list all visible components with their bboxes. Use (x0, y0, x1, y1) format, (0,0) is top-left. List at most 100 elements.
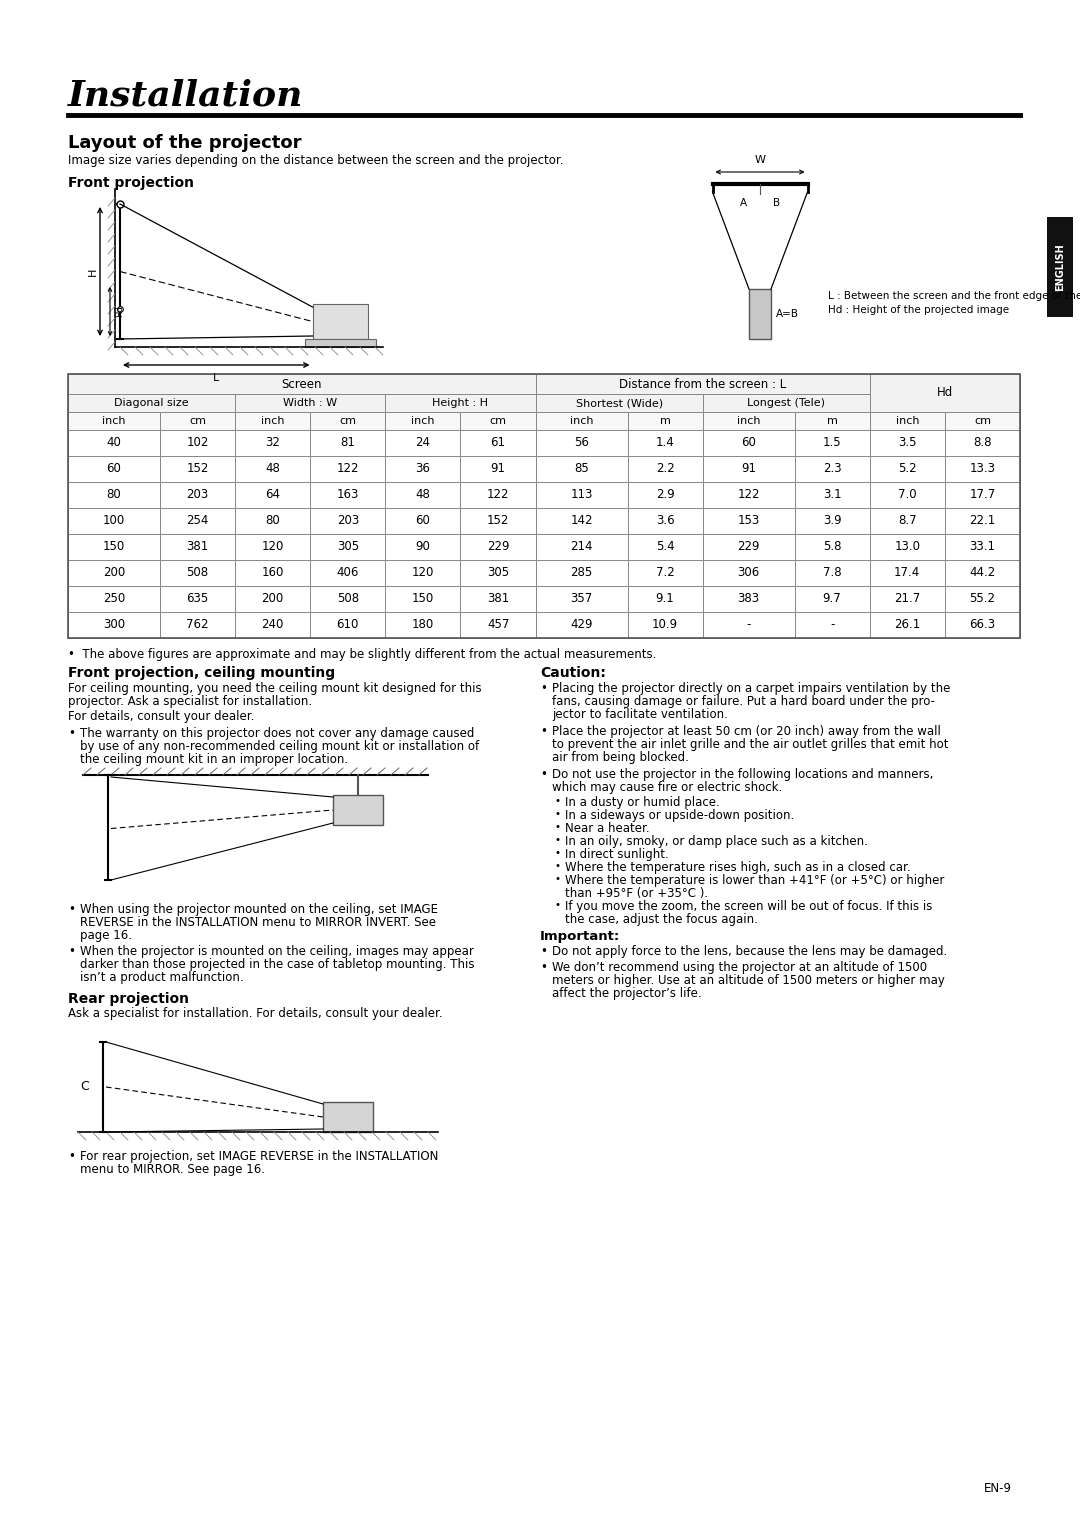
Text: which may cause fire or electric shock.: which may cause fire or electric shock. (552, 780, 782, 794)
Text: 17.7: 17.7 (969, 489, 996, 501)
Text: the ceiling mount kit in an improper location.: the ceiling mount kit in an improper loc… (80, 753, 348, 767)
Bar (386, 560, 460, 586)
Text: Hd : Height of the projected image: Hd : Height of the projected image (827, 305, 1009, 315)
Text: 3.5: 3.5 (897, 437, 917, 449)
Text: Height : H: Height : H (432, 399, 488, 408)
Text: 60: 60 (741, 437, 756, 449)
Text: 254: 254 (186, 515, 208, 527)
Bar (795, 508, 869, 534)
Text: 91: 91 (741, 463, 756, 475)
Text: 40: 40 (107, 437, 121, 449)
Text: A: A (740, 199, 747, 208)
Text: L: L (213, 373, 219, 383)
Text: m: m (826, 415, 838, 426)
Text: Placing the projector directly on a carpet impairs ventilation by the: Placing the projector directly on a carp… (552, 683, 950, 695)
Text: projector. Ask a specialist for installation.: projector. Ask a specialist for installa… (68, 695, 312, 709)
Bar (460, 586, 536, 612)
Text: Do not apply force to the lens, because the lens may be damaged.: Do not apply force to the lens, because … (552, 945, 947, 957)
Bar (160, 483, 235, 508)
Text: 2.9: 2.9 (656, 489, 675, 501)
Bar (750, 289, 771, 339)
Text: We don’t recommend using the projector at an altitude of 1500: We don’t recommend using the projector a… (552, 960, 927, 974)
Text: inch: inch (895, 415, 919, 426)
Text: •  The above figures are approximate and may be slightly different from the actu: • The above figures are approximate and … (68, 647, 657, 661)
Text: B: B (772, 199, 780, 208)
Bar (869, 560, 945, 586)
Bar (386, 483, 460, 508)
Text: cm: cm (974, 415, 991, 426)
Text: •: • (68, 1150, 75, 1164)
Bar (160, 431, 235, 457)
Text: Rear projection: Rear projection (68, 993, 189, 1006)
Bar (703, 560, 795, 586)
Text: 150: 150 (411, 592, 434, 606)
Bar (869, 457, 945, 483)
Text: 200: 200 (261, 592, 284, 606)
Text: 635: 635 (187, 592, 208, 606)
Text: Where the temperature is lower than +41°F (or +5°C) or higher: Where the temperature is lower than +41°… (565, 873, 944, 887)
Text: Installation: Installation (68, 78, 303, 111)
Bar (333, 796, 383, 825)
Text: 5.2: 5.2 (897, 463, 917, 475)
Text: 357: 357 (570, 592, 593, 606)
Text: -: - (829, 618, 834, 632)
Text: 113: 113 (570, 489, 593, 501)
Text: 7.8: 7.8 (823, 567, 841, 580)
Bar (869, 431, 945, 457)
Text: fans, causing damage or failure. Put a hard board under the pro-: fans, causing damage or failure. Put a h… (552, 695, 935, 709)
Text: menu to MIRROR. See page 16.: menu to MIRROR. See page 16. (80, 1164, 265, 1176)
Text: 180: 180 (411, 618, 434, 632)
Text: •: • (555, 822, 561, 832)
Text: 383: 383 (738, 592, 759, 606)
Text: 305: 305 (487, 567, 509, 580)
Text: 610: 610 (337, 618, 359, 632)
Text: 163: 163 (337, 489, 359, 501)
Text: The warranty on this projector does not cover any damage caused: The warranty on this projector does not … (80, 727, 474, 741)
Bar (68, 560, 160, 586)
Text: 7.0: 7.0 (897, 489, 917, 501)
Text: inch: inch (411, 415, 434, 426)
Bar (945, 586, 1020, 612)
Text: •: • (555, 835, 561, 844)
Bar (160, 612, 235, 638)
Text: by use of any non-recommended ceiling mount kit or installation of: by use of any non-recommended ceiling mo… (80, 741, 480, 753)
Text: Hd: Hd (114, 305, 124, 318)
Bar (627, 431, 703, 457)
Text: If you move the zoom, the screen will be out of focus. If this is: If you move the zoom, the screen will be… (565, 899, 932, 913)
Bar (627, 412, 703, 431)
Bar (460, 412, 536, 431)
Bar (68, 483, 160, 508)
Bar (460, 612, 536, 638)
Bar (323, 1102, 373, 1132)
Text: Diagonal size: Diagonal size (114, 399, 189, 408)
Text: page 16.: page 16. (80, 928, 132, 942)
Bar (536, 612, 627, 638)
Bar (945, 534, 1020, 560)
Text: 508: 508 (337, 592, 359, 606)
Text: 3.9: 3.9 (823, 515, 841, 527)
Text: 7.2: 7.2 (656, 567, 675, 580)
Bar (536, 586, 627, 612)
Text: A=B: A=B (777, 308, 799, 319)
Bar (536, 508, 627, 534)
Bar (310, 431, 386, 457)
Text: 203: 203 (187, 489, 208, 501)
Text: REVERSE in the INSTALLATION menu to MIRROR INVERT. See: REVERSE in the INSTALLATION menu to MIRR… (80, 916, 436, 928)
Text: •: • (540, 683, 546, 695)
Bar (703, 612, 795, 638)
Bar (312, 304, 367, 339)
Text: Caution:: Caution: (540, 666, 606, 680)
Bar (869, 483, 945, 508)
Bar (386, 431, 460, 457)
Bar (160, 534, 235, 560)
Text: 122: 122 (337, 463, 359, 475)
Bar (68, 374, 536, 394)
Bar (310, 534, 386, 560)
Text: 120: 120 (261, 541, 284, 553)
Bar (235, 612, 310, 638)
Text: 17.4: 17.4 (894, 567, 920, 580)
Bar (869, 586, 945, 612)
Text: 120: 120 (411, 567, 434, 580)
Text: m: m (660, 415, 671, 426)
Text: isn’t a product malfunction.: isn’t a product malfunction. (80, 971, 244, 983)
